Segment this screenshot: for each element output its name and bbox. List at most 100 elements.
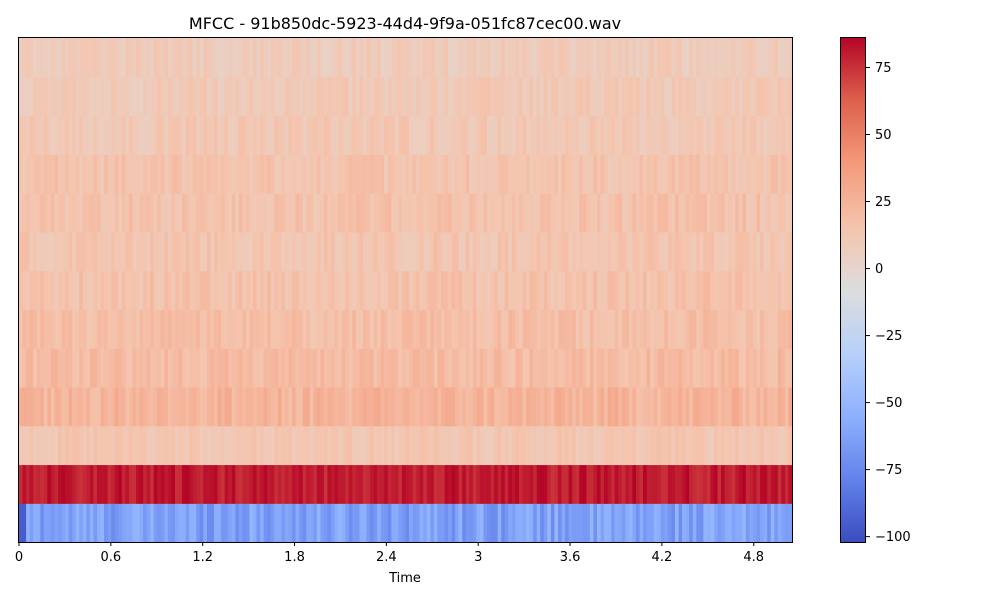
heatmap-cell	[593, 154, 598, 194]
heatmap-cell	[731, 38, 736, 78]
heatmap-cell	[440, 464, 446, 504]
heatmap-cell	[472, 38, 478, 78]
heatmap-cell	[68, 193, 73, 233]
heatmap-cell	[724, 425, 729, 466]
heatmap-cell	[717, 309, 722, 349]
heatmap-cell	[50, 503, 56, 543]
heatmap-cell	[100, 231, 105, 272]
heatmap-cell	[72, 231, 77, 272]
heatmap-cell	[721, 115, 726, 155]
heatmap-cell	[416, 154, 421, 194]
heatmap-cell	[526, 464, 531, 504]
heatmap-cell	[657, 76, 662, 117]
heatmap-cell	[36, 38, 41, 78]
heatmap-cell	[589, 425, 595, 466]
heatmap-cell	[469, 503, 474, 543]
heatmap-cell	[263, 193, 268, 233]
heatmap-cell	[309, 348, 314, 388]
heatmap-cell	[767, 425, 772, 466]
heatmap-cell	[770, 76, 775, 117]
heatmap-cell	[419, 76, 424, 117]
heatmap-cell	[653, 270, 658, 310]
heatmap-cell	[277, 348, 282, 388]
heatmap-cell	[678, 115, 683, 155]
heatmap-cell	[270, 38, 275, 78]
heatmap-cell	[327, 503, 332, 543]
heatmap-cell	[533, 76, 538, 117]
heatmap-cell	[455, 464, 460, 504]
heatmap-cell	[596, 154, 602, 194]
colorbar-tick-label: 0	[875, 262, 883, 277]
heatmap-cell	[320, 503, 325, 543]
heatmap-cell	[228, 231, 233, 272]
heatmap-cell	[107, 309, 112, 349]
heatmap-cell	[455, 348, 460, 388]
heatmap-cell	[699, 193, 704, 233]
heatmap-cell	[235, 503, 240, 543]
heatmap-cell	[479, 193, 485, 233]
heatmap-cell	[377, 231, 382, 272]
heatmap-cell	[228, 309, 233, 349]
heatmap-cell	[550, 348, 556, 388]
heatmap-cell	[717, 386, 722, 427]
heatmap-cell	[490, 309, 495, 349]
heatmap-cell	[277, 231, 282, 272]
heatmap-cell	[348, 115, 353, 155]
heatmap-cell	[302, 154, 307, 194]
heatmap-cell	[405, 425, 410, 466]
heatmap-cell	[781, 115, 786, 155]
heatmap-cell	[245, 386, 251, 427]
heatmap-cell	[359, 425, 364, 466]
heatmap-cell	[533, 193, 538, 233]
heatmap-cell	[210, 503, 215, 543]
heatmap-cell	[465, 231, 470, 272]
heatmap-cell	[767, 464, 772, 504]
heatmap-cell	[479, 154, 485, 194]
heatmap-cell	[288, 154, 293, 194]
heatmap-cell	[650, 154, 655, 194]
heatmap-cell	[377, 154, 382, 194]
heatmap-cell	[136, 503, 141, 543]
heatmap-cell	[47, 503, 52, 543]
heatmap-cell	[100, 386, 105, 427]
heatmap-cell	[749, 386, 754, 427]
heatmap-cell	[621, 38, 626, 78]
heatmap-cell	[341, 38, 346, 78]
heatmap-cell	[164, 154, 169, 194]
heatmap-cell	[479, 270, 485, 310]
heatmap-cell	[377, 115, 382, 155]
heatmap-cell	[331, 270, 336, 310]
heatmap-cell	[65, 348, 70, 388]
heatmap-cell	[458, 115, 463, 155]
heatmap-cell	[448, 270, 453, 310]
heatmap-cell	[100, 76, 105, 117]
heatmap-cell	[26, 386, 31, 427]
heatmap-cell	[643, 348, 648, 388]
heatmap-cell	[118, 270, 123, 310]
heatmap-cell	[540, 76, 545, 117]
heatmap-cell	[235, 309, 240, 349]
heatmap-cell	[309, 193, 314, 233]
heatmap-cell	[58, 193, 63, 233]
heatmap-cell	[440, 38, 446, 78]
heatmap-cell	[58, 464, 63, 504]
heatmap-cell	[476, 231, 481, 272]
heatmap-cell	[128, 386, 134, 427]
heatmap-cell	[451, 231, 456, 272]
heatmap-cell	[157, 464, 162, 504]
heatmap-cell	[114, 425, 119, 466]
heatmap-cell	[554, 154, 559, 194]
heatmap-cell	[508, 193, 513, 233]
heatmap-cell	[476, 309, 481, 349]
heatmap-cell	[401, 38, 407, 78]
heatmap-cell	[238, 76, 243, 117]
heatmap-cell	[373, 154, 378, 194]
heatmap-cell	[515, 231, 520, 272]
heatmap-cell	[497, 76, 502, 117]
heatmap-cell	[756, 425, 761, 466]
heatmap-cell	[89, 270, 95, 310]
heatmap-cell	[440, 503, 446, 543]
heatmap-cell	[557, 386, 563, 427]
heatmap-cell	[604, 270, 609, 310]
heatmap-cell	[735, 231, 740, 272]
